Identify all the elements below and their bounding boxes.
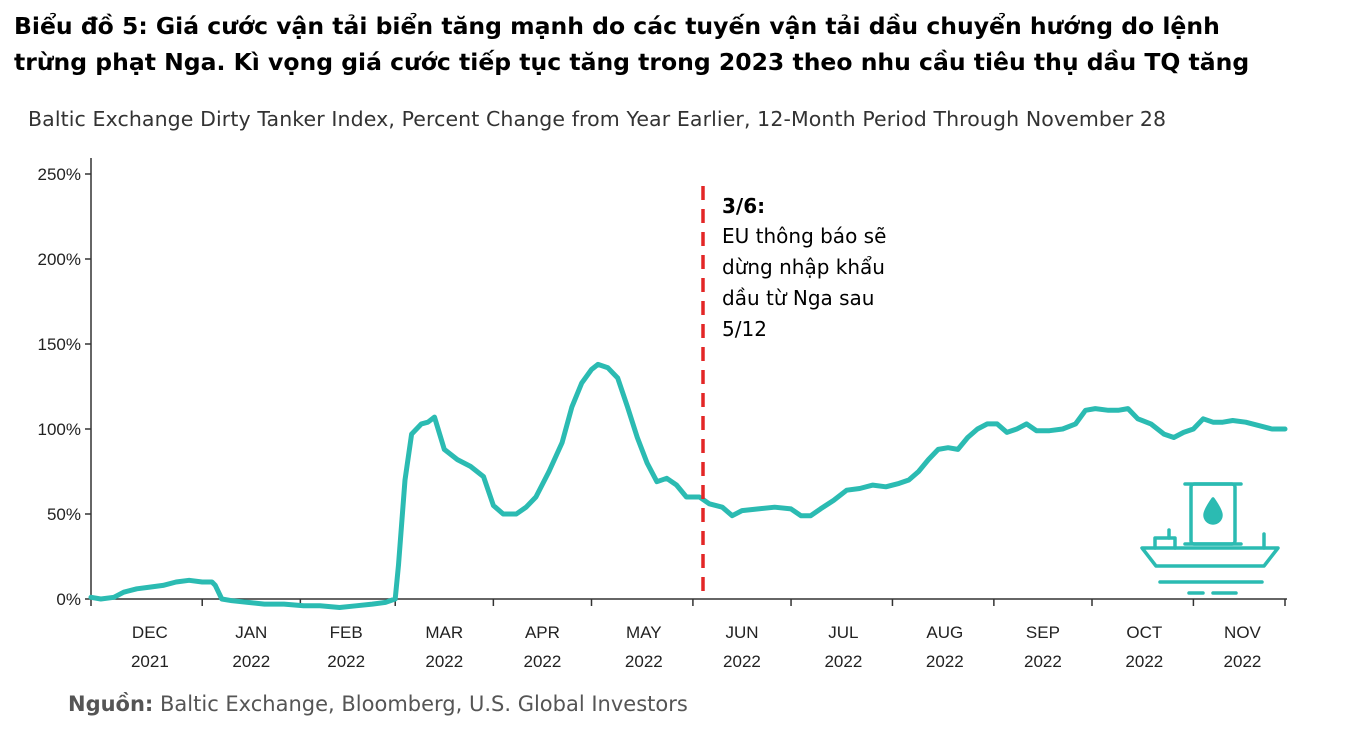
- x-axis: DEC 2021 JAN 2022 FEB 2022 MAR 2022 APR 2022 MAY 20…: [90, 598, 1287, 671]
- x-tick-year-label: 2022: [524, 652, 562, 671]
- series-layer: [88, 361, 1288, 610]
- figure-heading: Biểu đồ 5: Giá cước vận tải biển tăng mạ…: [14, 8, 1354, 80]
- y-tick-label: 0%: [56, 590, 81, 609]
- y-tick-label: 200%: [38, 250, 81, 269]
- heading-line-1: Biểu đồ 5: Giá cước vận tải biển tăng mạ…: [14, 12, 1220, 40]
- x-tick-month-label: NOV: [1224, 623, 1262, 642]
- oil-tanker-ship-icon: [1140, 482, 1280, 595]
- y-tick-label: 50%: [47, 505, 81, 524]
- x-tick-month-label: AUG: [926, 623, 963, 642]
- chart-title: Baltic Exchange Dirty Tanker Index, Perc…: [28, 107, 1167, 131]
- source-note: Nguồn: Baltic Exchange, Bloomberg, U.S. …: [68, 692, 688, 716]
- x-tick-year-label: 2022: [232, 652, 270, 671]
- x-tick-year-label: 2022: [1125, 652, 1163, 671]
- x-tick-month-label: FEB: [330, 623, 363, 642]
- x-tick-year-label: 2022: [327, 652, 365, 671]
- annotation-date-label: 3/6:: [722, 194, 765, 218]
- x-tick-year-label: 2022: [1224, 652, 1262, 671]
- annotation-text-line: dầu từ Nga sau: [722, 286, 874, 310]
- x-tick-year-label: 2022: [723, 652, 761, 671]
- source-text: Baltic Exchange, Bloomberg, U.S. Global …: [153, 692, 688, 716]
- y-axis: 0% 50% 100% 150% 200% 250%: [38, 158, 92, 609]
- heading-line-2: trừng phạt Nga. Kì vọng giá cước tiếp tụ…: [14, 48, 1250, 76]
- y-tick-label: 250%: [38, 165, 81, 184]
- annotation-text-line: 5/12: [722, 317, 767, 341]
- annotation-text-line: dừng nhập khẩu: [722, 255, 885, 279]
- x-tick-month-label: MAR: [425, 623, 463, 642]
- x-tick-year-label: 2022: [824, 652, 862, 671]
- x-tick-month-label: JUN: [725, 623, 758, 642]
- x-tick-month-label: APR: [525, 623, 560, 642]
- x-tick-month-label: SEP: [1026, 623, 1060, 642]
- x-tick-year-label: 2021: [131, 652, 169, 671]
- y-tick-label: 100%: [38, 420, 81, 439]
- x-tick-month-label: MAY: [626, 623, 662, 642]
- x-tick-month-label: JUL: [828, 623, 858, 642]
- source-label: Nguồn:: [68, 692, 154, 716]
- x-tick-year-label: 2022: [1024, 652, 1062, 671]
- x-tick-year-label: 2022: [425, 652, 463, 671]
- x-tick-year-label: 2022: [625, 652, 663, 671]
- x-tick-month-label: JAN: [235, 623, 267, 642]
- x-tick-year-label: 2022: [926, 652, 964, 671]
- series-line: [88, 361, 1288, 610]
- annotation: 3/6: EU thông báo sẽ dừng nhập khẩu dầu từ …: [701, 186, 886, 596]
- x-tick-month-label: DEC: [132, 623, 168, 642]
- x-tick-month-label: OCT: [1126, 623, 1162, 642]
- annotation-text-line: EU thông báo sẽ: [722, 224, 886, 248]
- y-tick-label: 150%: [38, 335, 81, 354]
